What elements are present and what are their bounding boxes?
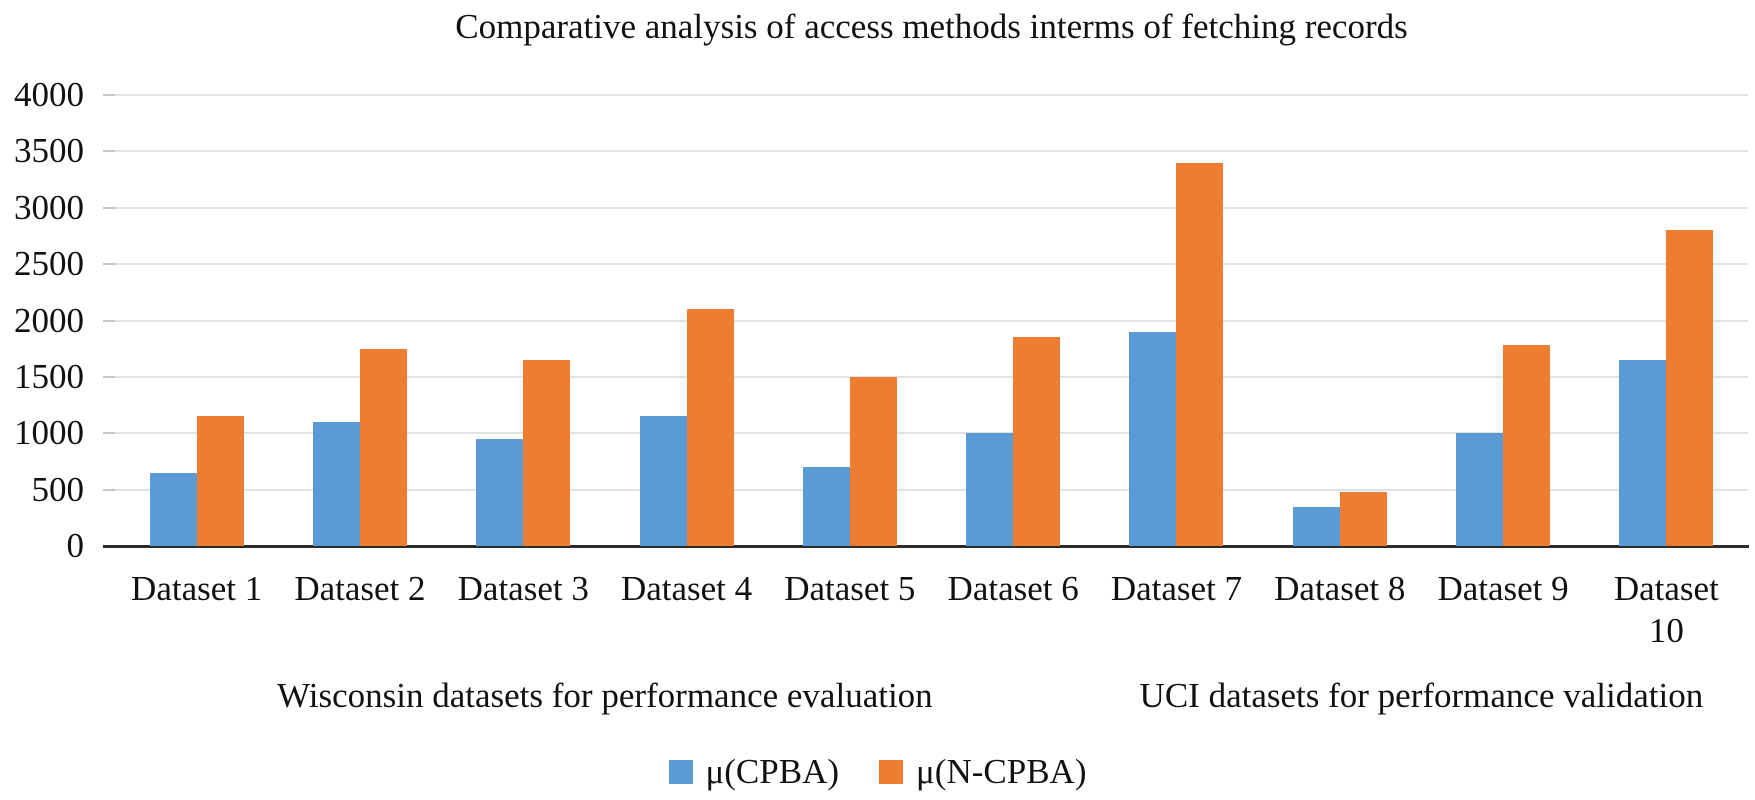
y-tick-label: 4000 (14, 75, 84, 114)
y-tickmark-2500 (103, 263, 115, 266)
legend: μ(CPBA) μ(N-CPBA) (0, 752, 1755, 792)
legend-swatch (668, 760, 693, 784)
bar-μ(CPBA)-Dataset 8 (1292, 506, 1340, 546)
y-tickmark-2000 (103, 319, 115, 322)
bar-μ(CPBA)-Dataset 10 (1619, 359, 1667, 546)
legend-swatch (879, 760, 904, 784)
y-tickmark-3000 (103, 206, 115, 209)
x-tick-label: Dataset 5 (784, 569, 916, 608)
bar-μ(N-CPBA)-Dataset 3 (523, 359, 571, 546)
y-tick-label: 1000 (14, 413, 84, 453)
bar-μ(N-CPBA)-Dataset 6 (1013, 337, 1061, 546)
bar-μ(CPBA)-Dataset 3 (476, 438, 524, 546)
bar-μ(N-CPBA)-Dataset 8 (1339, 492, 1387, 546)
x-tick-label: Dataset 4 (620, 569, 753, 608)
x-tick-label: Dataset 6 (947, 569, 1079, 608)
x-tick-label: Dataset 10 (1613, 569, 1719, 650)
bar-μ(CPBA)-Dataset 9 (1456, 433, 1504, 546)
x-axis-line (103, 545, 1749, 548)
axis-group-label: Wisconsin datasets for performance evalu… (277, 676, 933, 715)
bar-μ(CPBA)-Dataset 4 (639, 416, 687, 546)
bar-μ(N-CPBA)-Dataset 9 (1503, 345, 1551, 546)
x-tick-label: Dataset 9 (1437, 569, 1569, 608)
y-tickmark-3500 (103, 150, 115, 153)
bar-μ(CPBA)-Dataset 5 (802, 467, 850, 546)
y-tick-label: 3500 (14, 131, 84, 171)
gridline-500 (115, 488, 1748, 491)
legend-label: μ(CPBA) (705, 752, 840, 791)
y-tick-label: 500 (31, 469, 85, 509)
bar-μ(CPBA)-Dataset 2 (312, 421, 360, 546)
y-tick-label: 2500 (14, 244, 84, 284)
chart-title: Comparative analysis of access methods i… (455, 7, 1408, 46)
bar-μ(N-CPBA)-Dataset 2 (359, 348, 407, 546)
gridline-4000 (115, 94, 1748, 96)
y-tick-label: 0 (66, 526, 85, 565)
gridline-2500 (115, 263, 1748, 266)
gridline-1500 (115, 375, 1748, 378)
gridline-3500 (115, 150, 1748, 153)
bar-μ(N-CPBA)-Dataset 1 (196, 416, 244, 546)
x-tick-label: Dataset 3 (457, 569, 589, 608)
x-tick-label: Dataset 7 (1110, 569, 1243, 608)
bar-μ(CPBA)-Dataset 1 (149, 472, 197, 546)
bar-μ(N-CPBA)-Dataset 5 (849, 376, 897, 546)
legend-item: μ(N-CPBA) (879, 752, 1086, 792)
bar-μ(N-CPBA)-Dataset 4 (686, 309, 734, 546)
y-tickmark-4000 (103, 94, 115, 96)
y-tick-label: 2000 (14, 300, 84, 340)
bar-μ(N-CPBA)-Dataset 10 (1666, 230, 1714, 546)
bar-μ(N-CPBA)-Dataset 7 (1176, 162, 1224, 546)
x-tick-label: Dataset 8 (1274, 569, 1406, 608)
legend-item: μ(CPBA) (668, 752, 840, 792)
y-tick-label: 3000 (14, 187, 84, 227)
y-tickmark-1000 (103, 432, 115, 435)
x-tick-label: Dataset 2 (294, 569, 426, 608)
gridline-2000 (115, 319, 1748, 322)
legend-label: μ(N-CPBA) (916, 752, 1087, 791)
y-tickmark-500 (103, 488, 115, 491)
axis-group-label: UCI datasets for performance validation (1139, 676, 1704, 715)
gridline-3000 (115, 206, 1748, 209)
y-tick-label: 1500 (14, 356, 84, 396)
y-tickmark-1500 (103, 375, 115, 378)
x-tick-label: Dataset 1 (131, 569, 263, 608)
gridline-1000 (115, 432, 1748, 435)
bar-μ(CPBA)-Dataset 6 (966, 433, 1014, 546)
bar-μ(CPBA)-Dataset 7 (1129, 331, 1177, 546)
